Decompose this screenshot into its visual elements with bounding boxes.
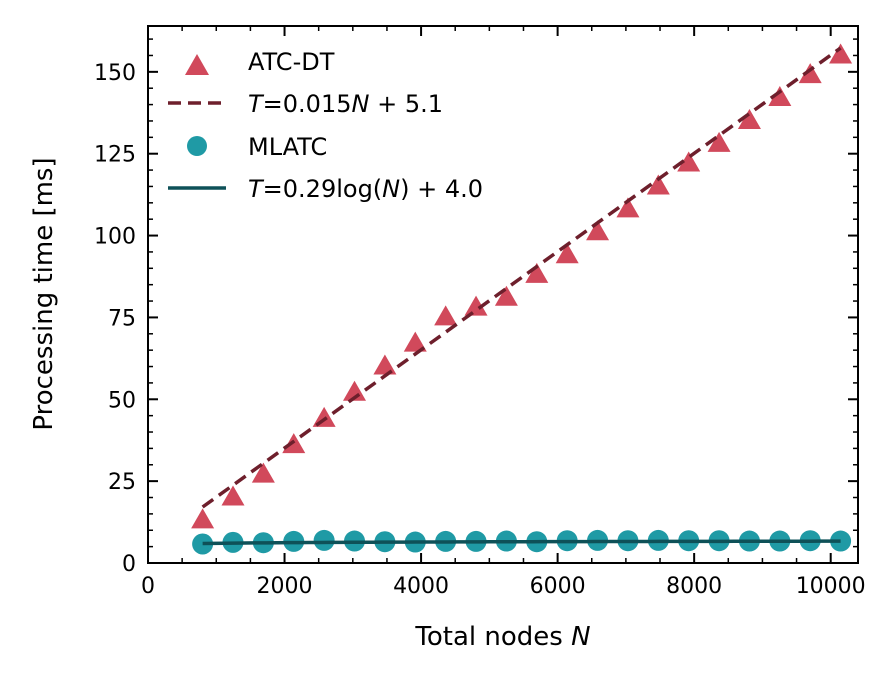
x-tick-label: 8000 <box>666 574 722 599</box>
atc-dt-point <box>373 354 397 375</box>
x-tick-label: 10000 <box>796 574 866 599</box>
fit-lines <box>201 46 842 546</box>
mlatc-point <box>313 529 335 551</box>
y-tick-label: 50 <box>108 388 136 413</box>
legend-log-fit-label: T=0.29log(N) + 4.0 <box>248 175 483 203</box>
atc-dt-point <box>586 220 610 241</box>
mlatc-point <box>192 533 214 555</box>
atc-dt-point <box>221 485 245 506</box>
atc-dt-point <box>616 197 640 218</box>
legend-mlatc-swatch <box>187 136 207 156</box>
atc-dt-point <box>525 262 549 283</box>
x-tick-label: 6000 <box>530 574 586 599</box>
atc-dt-point <box>251 462 275 483</box>
legend-atc-dt-label: ATC-DT <box>248 48 335 76</box>
atc-dt-point <box>798 63 822 84</box>
atc-dt-point <box>829 43 853 64</box>
log-fit-line <box>202 539 841 546</box>
atc-dt-point <box>646 174 670 195</box>
legend-mlatc-label: MLATC <box>248 133 327 161</box>
legend-atc-dt-swatch <box>185 54 209 75</box>
atc-dt-point <box>737 108 761 129</box>
legend: ATC-DT T=0.015N + 5.1 MLATC T=0.29log(N)… <box>168 48 483 203</box>
y-tick-label: 75 <box>108 306 136 331</box>
y-tick-label: 150 <box>94 61 136 86</box>
plot-frame <box>147 25 859 564</box>
y-tick-label: 0 <box>122 552 136 577</box>
atc-dt-point <box>677 151 701 172</box>
atc-dt-point <box>494 285 518 306</box>
x-axis-title-var: N <box>571 622 590 652</box>
y-axis-title: Processing time [ms] <box>29 157 59 430</box>
mlatc-point <box>830 530 852 552</box>
atc-dt-point <box>707 131 731 152</box>
x-tick-label: 0 <box>141 574 155 599</box>
atc-dt-point <box>403 331 427 352</box>
tick-labels: 0 2000 4000 6000 8000 10000 0 25 50 75 100 125 150 <box>94 61 866 599</box>
atc-dt-point <box>464 295 488 316</box>
x-axis-title: Total nodes N <box>414 622 590 652</box>
x-tick-label: 4000 <box>393 574 449 599</box>
x-tick-label: 2000 <box>257 574 313 599</box>
y-tick-label: 100 <box>94 225 136 250</box>
y-tick-label: 125 <box>94 143 136 168</box>
y-tick-label: 25 <box>108 470 136 495</box>
atc-dt-point <box>191 508 215 529</box>
atc-dt-point <box>555 243 579 264</box>
legend-linear-fit-label: T=0.015N + 5.1 <box>248 90 443 118</box>
atc-dt-point <box>434 305 458 326</box>
atc-dt-point <box>768 86 792 107</box>
x-axis-title-text: Total nodes <box>414 622 562 652</box>
linear-fit-line <box>201 46 842 509</box>
